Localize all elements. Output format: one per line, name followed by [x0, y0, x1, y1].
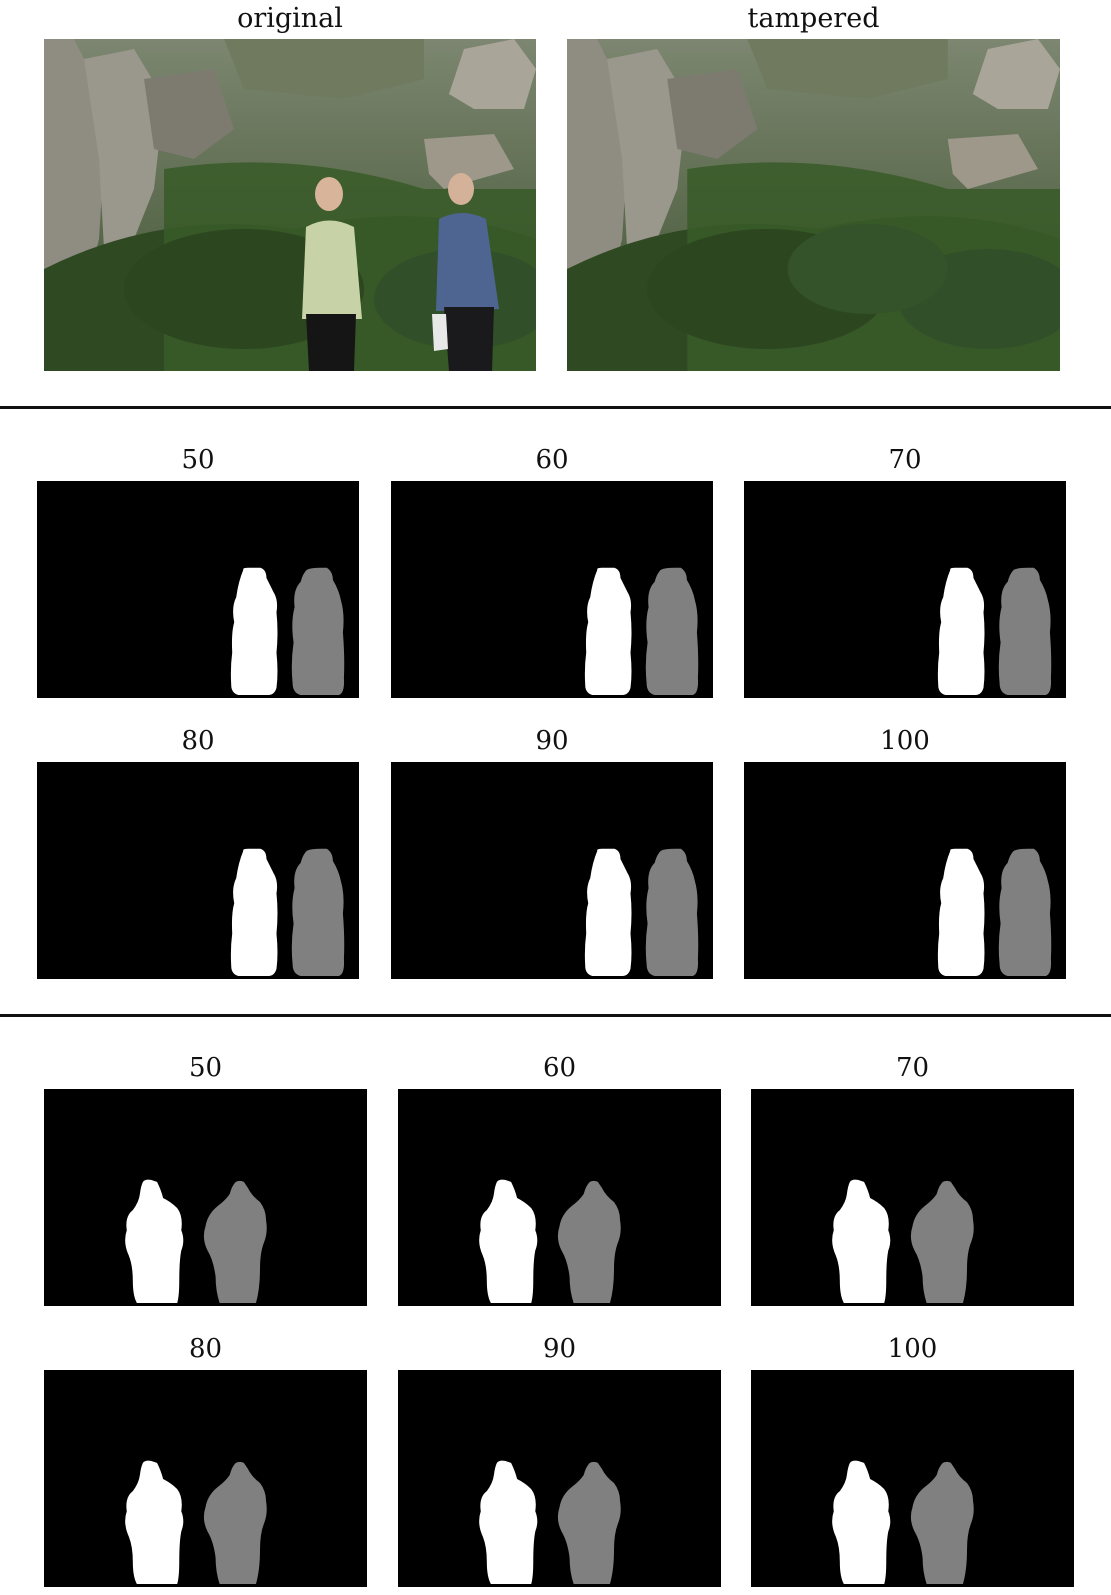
primary-region	[584, 567, 632, 695]
block1-mask-100	[744, 762, 1066, 979]
original-photo	[44, 39, 536, 371]
primary-region	[937, 848, 985, 976]
secondary-region	[291, 848, 345, 976]
block2-mask-60	[398, 1089, 721, 1306]
block1-mask-60	[391, 481, 713, 698]
block2-mask-100	[751, 1370, 1074, 1587]
block1-label-90: 90	[535, 726, 569, 756]
secondary-region	[910, 1180, 974, 1303]
block2-label-100: 100	[887, 1334, 938, 1364]
block2-label-90: 90	[542, 1334, 577, 1364]
block1-mask-70	[744, 481, 1066, 698]
block1-label-70: 70	[888, 445, 922, 475]
block1-mask-80	[37, 762, 359, 979]
secondary-region	[557, 1461, 621, 1584]
block2-mask-90	[398, 1370, 721, 1587]
block1-label-60: 60	[535, 445, 569, 475]
secondary-region	[203, 1461, 267, 1584]
tampered-caption: tampered	[747, 3, 880, 34]
divider-middle	[0, 1014, 1111, 1017]
secondary-region	[291, 567, 345, 695]
primary-region	[479, 1460, 538, 1584]
block2-label-70: 70	[895, 1053, 930, 1083]
block2-mask-50	[44, 1089, 367, 1306]
block1-mask-90	[391, 762, 713, 979]
block1-label-100: 100	[880, 726, 930, 756]
primary-region	[832, 1460, 891, 1584]
secondary-region	[203, 1180, 267, 1303]
primary-region	[832, 1179, 891, 1303]
primary-region	[125, 1179, 184, 1303]
block1-mask-50	[37, 481, 359, 698]
block2-mask-80	[44, 1370, 367, 1587]
primary-region	[584, 848, 632, 976]
block2-label-80: 80	[188, 1334, 223, 1364]
block2-label-50: 50	[188, 1053, 223, 1083]
block2-label-60: 60	[542, 1053, 577, 1083]
secondary-region	[557, 1180, 621, 1303]
secondary-region	[998, 567, 1052, 695]
block1-label-50: 50	[181, 445, 215, 475]
primary-region	[230, 567, 278, 695]
tampered-photo	[567, 39, 1060, 371]
primary-region	[937, 567, 985, 695]
block1-label-80: 80	[181, 726, 215, 756]
secondary-region	[645, 567, 699, 695]
primary-region	[479, 1179, 538, 1303]
original-caption: original	[237, 3, 343, 34]
primary-region	[230, 848, 278, 976]
secondary-region	[998, 848, 1052, 976]
secondary-region	[910, 1461, 974, 1584]
divider-top	[0, 406, 1111, 409]
block2-mask-70	[751, 1089, 1074, 1306]
secondary-region	[645, 848, 699, 976]
primary-region	[125, 1460, 184, 1584]
